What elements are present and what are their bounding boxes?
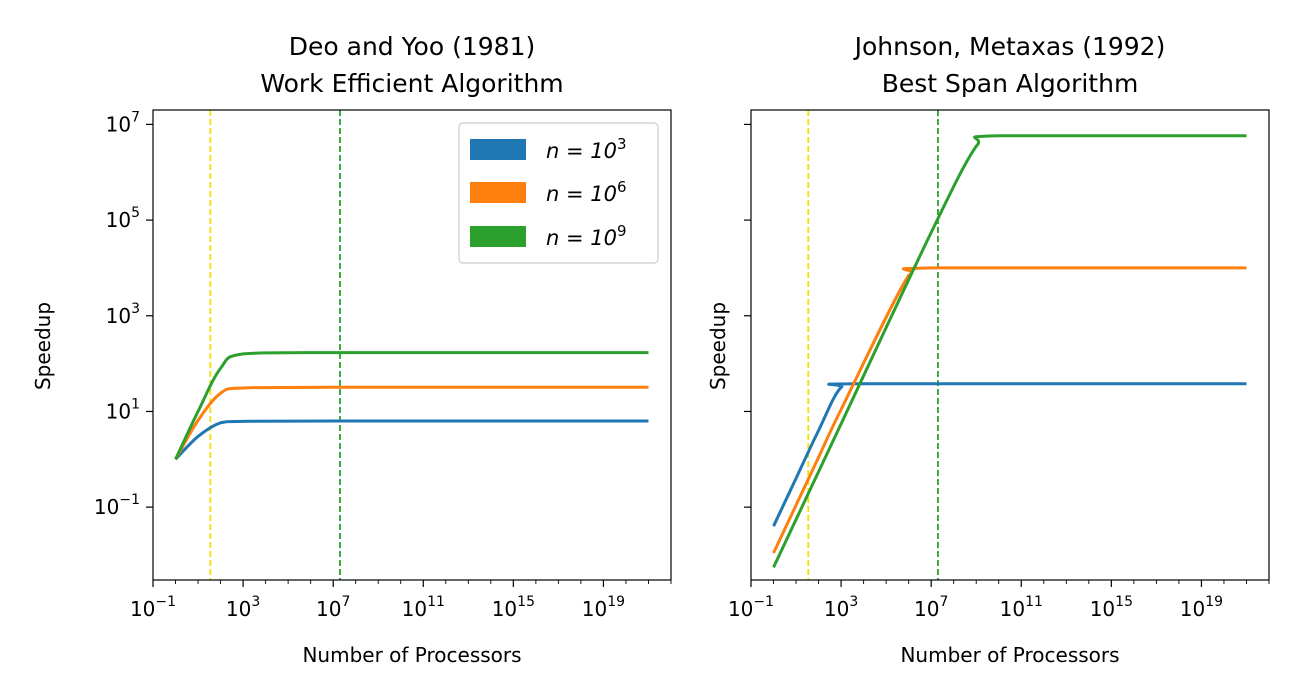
y-tick-label: 105 bbox=[106, 205, 140, 232]
x-tick-label: 103 bbox=[824, 594, 858, 621]
chart-subtitle: Work Efficient Algorithm bbox=[260, 69, 563, 98]
chart-title: Johnson, Metaxas (1992) bbox=[853, 32, 1166, 61]
series-line-2 bbox=[174, 351, 649, 460]
legend-swatch bbox=[470, 182, 526, 203]
x-tick-label: 107 bbox=[316, 594, 350, 621]
y-tick-label: 107 bbox=[106, 109, 140, 136]
legend-label: n = 103 bbox=[546, 135, 627, 163]
legend-item: n = 109 bbox=[470, 222, 627, 250]
legend-swatch bbox=[470, 139, 526, 160]
y-tick-label: 101 bbox=[106, 396, 140, 423]
x-tick-label: 1011 bbox=[402, 594, 445, 621]
y-axis-label: Speedup bbox=[31, 302, 55, 390]
x-tick-label: 1019 bbox=[582, 594, 625, 621]
legend-item: n = 106 bbox=[470, 178, 627, 206]
x-axis-label: Number of Processors bbox=[900, 643, 1119, 667]
legend-swatch bbox=[470, 226, 526, 247]
x-tick-label: 107 bbox=[914, 594, 948, 621]
x-tick-label: 103 bbox=[226, 594, 260, 621]
chart-title: Deo and Yoo (1981) bbox=[289, 32, 535, 61]
legend: n = 103 n = 106 n = 109 bbox=[458, 122, 659, 264]
y-tick-label: 10−1 bbox=[94, 492, 140, 519]
series-line-2 bbox=[772, 134, 1247, 569]
series-line-0 bbox=[174, 419, 649, 461]
series-line-1 bbox=[772, 266, 1247, 554]
x-axis-label: Number of Processors bbox=[302, 643, 521, 667]
chart-subtitle: Best Span Algorithm bbox=[882, 69, 1139, 98]
series-line-0 bbox=[772, 382, 1247, 527]
x-tick-label: 1015 bbox=[492, 594, 535, 621]
x-tick-label: 10−1 bbox=[728, 594, 774, 621]
y-tick-label: 103 bbox=[106, 301, 140, 328]
series-line-1 bbox=[174, 385, 649, 461]
panel-right: Johnson, Metaxas (1992) Best Span Algori… bbox=[706, 32, 1270, 667]
legend-label: n = 106 bbox=[546, 178, 627, 206]
x-tick-label: 1019 bbox=[1180, 594, 1223, 621]
plot-frame bbox=[750, 109, 1270, 581]
panel-left: Deo and Yoo (1981) Work Efficient Algori… bbox=[31, 32, 672, 667]
legend-item: n = 103 bbox=[470, 135, 627, 163]
x-tick-label: 10−1 bbox=[130, 594, 176, 621]
legend-label: n = 109 bbox=[546, 222, 627, 250]
x-tick-label: 1011 bbox=[1000, 594, 1043, 621]
y-axis-label: Speedup bbox=[706, 302, 730, 390]
x-tick-label: 1015 bbox=[1090, 594, 1133, 621]
plot-frame bbox=[152, 109, 672, 581]
